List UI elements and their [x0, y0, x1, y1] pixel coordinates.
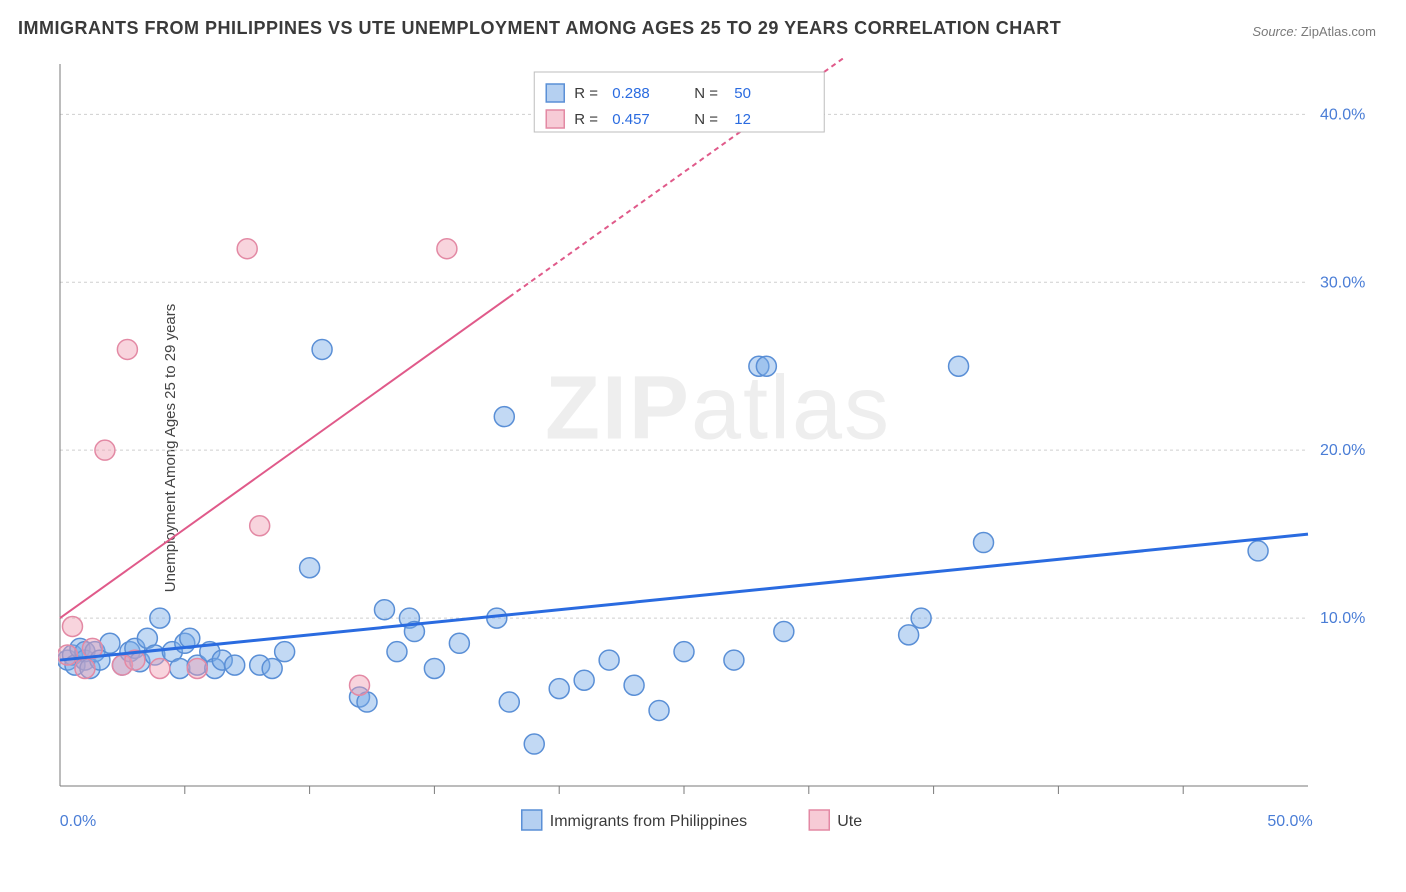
- scatter-point: [424, 658, 444, 678]
- y-tick-label: 40.0%: [1320, 106, 1365, 123]
- scatter-point: [187, 658, 207, 678]
- x-tick-label: 0.0%: [60, 813, 96, 830]
- x-tick-label: 50.0%: [1267, 813, 1312, 830]
- legend-n-label: N =: [694, 85, 718, 102]
- source-value: ZipAtlas.com: [1301, 24, 1376, 39]
- legend-n-value: 50: [734, 85, 751, 102]
- legend-r-label: R =: [574, 111, 598, 128]
- y-tick-label: 10.0%: [1320, 610, 1365, 627]
- scatter-point: [275, 642, 295, 662]
- plot-container: Unemployment Among Ages 25 to 29 years Z…: [48, 58, 1388, 838]
- scatter-point: [62, 616, 82, 636]
- scatter-point: [300, 558, 320, 578]
- scatter-point: [374, 600, 394, 620]
- legend-swatch: [546, 110, 564, 128]
- scatter-point: [75, 658, 95, 678]
- legend-r-value: 0.288: [612, 85, 650, 102]
- legend-r-label: R =: [574, 85, 598, 102]
- scatter-plot-svg: 10.0% 20.0% 30.0% 40.0% 0.0% 50.0% R = 0.288 N =…: [58, 58, 1388, 838]
- scatter-point: [262, 658, 282, 678]
- scatter-point: [95, 440, 115, 460]
- scatter-point: [574, 670, 594, 690]
- scatter-point: [494, 407, 514, 427]
- legend-n-value: 12: [734, 111, 751, 128]
- scatter-point: [312, 339, 332, 359]
- scatter-point: [774, 622, 794, 642]
- source-label: Source:: [1252, 24, 1297, 39]
- legend-swatch: [809, 810, 829, 830]
- scatter-point: [117, 339, 137, 359]
- scatter-point: [250, 516, 270, 536]
- scatter-point: [225, 655, 245, 675]
- scatter-point: [1248, 541, 1268, 561]
- y-tick-label: 20.0%: [1320, 442, 1365, 459]
- scatter-point: [449, 633, 469, 653]
- legend-n-label: N =: [694, 111, 718, 128]
- scatter-point: [899, 625, 919, 645]
- scatter-point: [649, 700, 669, 720]
- scatter-point: [949, 356, 969, 376]
- scatter-point: [624, 675, 644, 695]
- scatter-point: [237, 239, 257, 259]
- scatter-point: [499, 692, 519, 712]
- scatter-point: [58, 645, 77, 665]
- scatter-point: [911, 608, 931, 628]
- scatter-point: [599, 650, 619, 670]
- scatter-point: [150, 608, 170, 628]
- legend-r-value: 0.457: [612, 111, 650, 128]
- scatter-point: [674, 642, 694, 662]
- chart-title: IMMIGRANTS FROM PHILIPPINES VS UTE UNEMP…: [18, 18, 1061, 39]
- scatter-point: [524, 734, 544, 754]
- legend-swatch: [522, 810, 542, 830]
- scatter-point: [724, 650, 744, 670]
- legend-swatch: [546, 84, 564, 102]
- scatter-point: [387, 642, 407, 662]
- y-tick-label: 30.0%: [1320, 274, 1365, 291]
- source-attribution: Source: ZipAtlas.com: [1252, 24, 1376, 39]
- scatter-point: [974, 533, 994, 553]
- legend-series-label: Ute: [837, 813, 862, 830]
- scatter-point: [756, 356, 776, 376]
- scatter-point: [549, 679, 569, 699]
- scatter-point: [437, 239, 457, 259]
- scatter-point: [150, 658, 170, 678]
- scatter-point: [350, 675, 370, 695]
- legend-series-label: Immigrants from Philippines: [550, 813, 747, 830]
